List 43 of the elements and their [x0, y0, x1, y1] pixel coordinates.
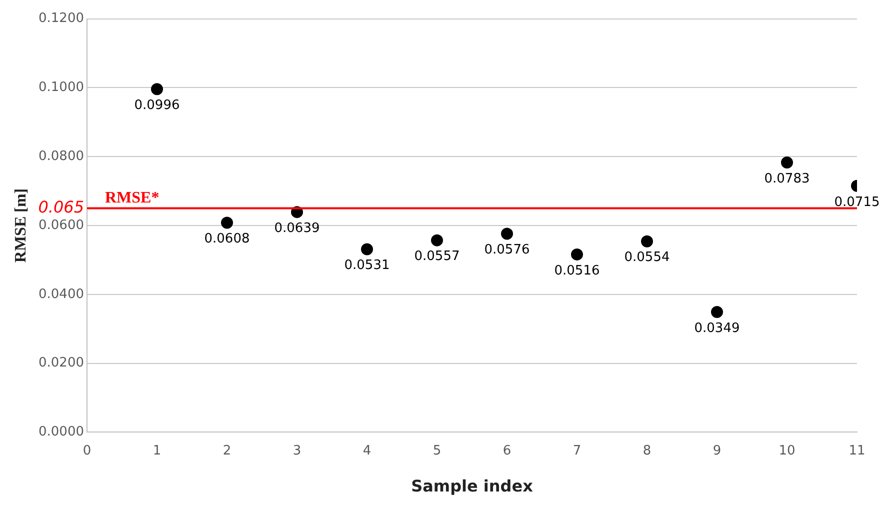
x-tick-label: 0 — [82, 443, 92, 458]
data-label: 0.0516 — [554, 263, 600, 278]
x-tick-label: 6 — [502, 443, 512, 458]
y-tick-label: 0.065 — [38, 197, 84, 216]
y-tick-label: 0.1200 — [38, 11, 84, 26]
x-tick-label: 9 — [712, 443, 722, 458]
point — [361, 243, 374, 256]
x-axis-title: Sample index — [411, 476, 534, 496]
x-tick-label: 2 — [222, 443, 232, 458]
ref-line-label: RMSE* — [105, 189, 160, 206]
y-tick-label: 0.0400 — [38, 286, 84, 302]
data-label: 0.0349 — [694, 320, 740, 336]
x-tick-label: 10 — [778, 443, 796, 458]
data-label: 0.0554 — [624, 250, 670, 266]
point — [711, 306, 723, 318]
point — [571, 248, 583, 260]
point — [221, 216, 234, 229]
data-label: 0.0783 — [764, 171, 810, 186]
data-label: 0.0608 — [204, 232, 250, 247]
y-tick-label: 0.0000 — [38, 424, 84, 440]
x-tick-label: 7 — [572, 443, 582, 458]
data-label: 0.0531 — [344, 258, 390, 274]
point — [151, 83, 164, 96]
data-label: 0.0639 — [274, 220, 320, 236]
data-label: 0.0557 — [414, 249, 460, 264]
x-tick-label: 8 — [642, 443, 652, 458]
x-tick-label: 5 — [432, 443, 442, 458]
y-tick-label: 0.0800 — [38, 148, 84, 164]
y-axis-title: RMSE [m] — [12, 188, 30, 263]
x-tick-label: 3 — [292, 443, 302, 458]
x-tick-label: 1 — [152, 443, 162, 458]
y-tick-label: 0.0200 — [38, 356, 84, 371]
data-label: 0.0715 — [834, 194, 880, 210]
x-tick-label: 4 — [362, 443, 372, 458]
y-tick-label: 0.1000 — [38, 80, 84, 96]
data-label: 0.0996 — [134, 98, 180, 113]
point — [781, 156, 793, 168]
point — [431, 234, 444, 246]
point — [501, 228, 513, 240]
x-tick-label: 11 — [848, 443, 866, 458]
point — [641, 235, 653, 248]
y-tick-label: 0.0600 — [38, 218, 84, 233]
data-label: 0.0576 — [484, 242, 530, 258]
